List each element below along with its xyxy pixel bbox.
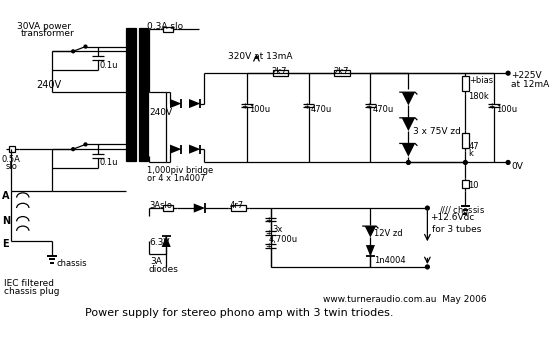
Text: 0.1u: 0.1u [100, 158, 118, 167]
Bar [334, 70, 349, 76]
Polygon shape [170, 145, 182, 154]
Text: 3A: 3A [150, 258, 162, 266]
Text: N: N [2, 216, 10, 226]
Text: chassis plug: chassis plug [4, 287, 59, 296]
Text: 0.1u: 0.1u [100, 61, 118, 70]
Polygon shape [189, 145, 200, 154]
Circle shape [426, 265, 430, 269]
Text: 3 x 75V zd: 3 x 75V zd [413, 127, 461, 136]
Bar [231, 205, 246, 211]
Text: +12.6Vdc: +12.6Vdc [430, 213, 475, 222]
Circle shape [406, 160, 410, 165]
Text: at 12mA: at 12mA [511, 80, 549, 89]
Text: k: k [468, 149, 473, 158]
Text: +: + [265, 242, 271, 251]
Text: Power supply for stereo phono amp with 3 twin triodes.: Power supply for stereo phono amp with 3… [85, 308, 394, 318]
Text: slo: slo [6, 162, 18, 171]
Text: 470u: 470u [311, 105, 332, 115]
Text: 12V zd: 12V zd [374, 229, 403, 238]
Text: +bias: +bias [469, 76, 493, 85]
Polygon shape [402, 92, 415, 105]
Circle shape [72, 148, 75, 150]
Text: 240V: 240V [36, 80, 61, 90]
Bar [273, 70, 288, 76]
Text: www.turneraudio.com.au  May 2006: www.turneraudio.com.au May 2006 [323, 295, 487, 304]
Circle shape [72, 50, 75, 53]
Text: 1,000piv bridge: 1,000piv bridge [147, 166, 213, 175]
Text: 2k7: 2k7 [333, 67, 349, 76]
Circle shape [506, 160, 510, 165]
Text: or 4 x 1n4007: or 4 x 1n4007 [147, 174, 206, 183]
Text: 240V: 240V [149, 108, 172, 117]
Text: transformer: transformer [21, 29, 75, 39]
Text: +: + [265, 216, 271, 225]
Polygon shape [402, 143, 415, 157]
Bar [461, 181, 469, 188]
Circle shape [84, 143, 87, 146]
Polygon shape [162, 236, 170, 247]
Polygon shape [365, 226, 376, 237]
Polygon shape [189, 99, 200, 108]
Text: diodes: diodes [148, 265, 178, 274]
Text: 4r7: 4r7 [230, 201, 244, 210]
Text: A: A [2, 191, 9, 201]
Text: +225V: +225V [511, 71, 542, 80]
Text: 4,700u: 4,700u [269, 235, 298, 244]
Text: E: E [2, 239, 8, 249]
Text: 6.3V: 6.3V [149, 238, 169, 247]
Text: 180k: 180k [468, 92, 489, 101]
Polygon shape [194, 203, 205, 213]
Text: +: + [488, 102, 494, 111]
Text: 1n4004: 1n4004 [374, 255, 406, 264]
Bar [126, 28, 136, 160]
Text: 0.5A: 0.5A [2, 155, 21, 164]
Text: for 3 tubes: for 3 tubes [432, 225, 481, 234]
Circle shape [84, 45, 87, 48]
Text: 3Aslo: 3Aslo [149, 201, 172, 210]
Text: IEC filtered: IEC filtered [4, 279, 54, 288]
Bar [163, 205, 173, 211]
Bar [139, 28, 148, 160]
Polygon shape [170, 99, 182, 108]
Text: 100u: 100u [496, 105, 517, 115]
Text: 470u: 470u [372, 105, 394, 115]
Circle shape [426, 206, 430, 210]
Bar [461, 133, 469, 148]
Text: +: + [241, 102, 248, 111]
Text: 0.3A slo: 0.3A slo [147, 22, 183, 31]
Text: 0V: 0V [511, 162, 523, 171]
Text: $\mathit{////}$ chassis: $\mathit{////}$ chassis [439, 204, 485, 215]
Text: 47: 47 [468, 142, 479, 150]
Text: 3x: 3x [273, 225, 283, 234]
Text: chassis: chassis [57, 259, 87, 268]
Text: 30VA power: 30VA power [17, 22, 71, 31]
Text: 10: 10 [468, 182, 478, 190]
Text: +: + [265, 229, 271, 238]
Bar [163, 27, 173, 32]
Circle shape [506, 71, 510, 75]
Circle shape [464, 160, 468, 165]
Text: 100u: 100u [249, 105, 270, 115]
Text: 320V at 13mA: 320V at 13mA [228, 52, 293, 61]
Bar [9, 146, 15, 152]
Text: +: + [303, 102, 309, 111]
Polygon shape [402, 118, 415, 131]
Text: +: + [365, 102, 371, 111]
Bar [461, 76, 469, 91]
Polygon shape [366, 245, 375, 256]
Text: 2k7: 2k7 [272, 67, 287, 76]
